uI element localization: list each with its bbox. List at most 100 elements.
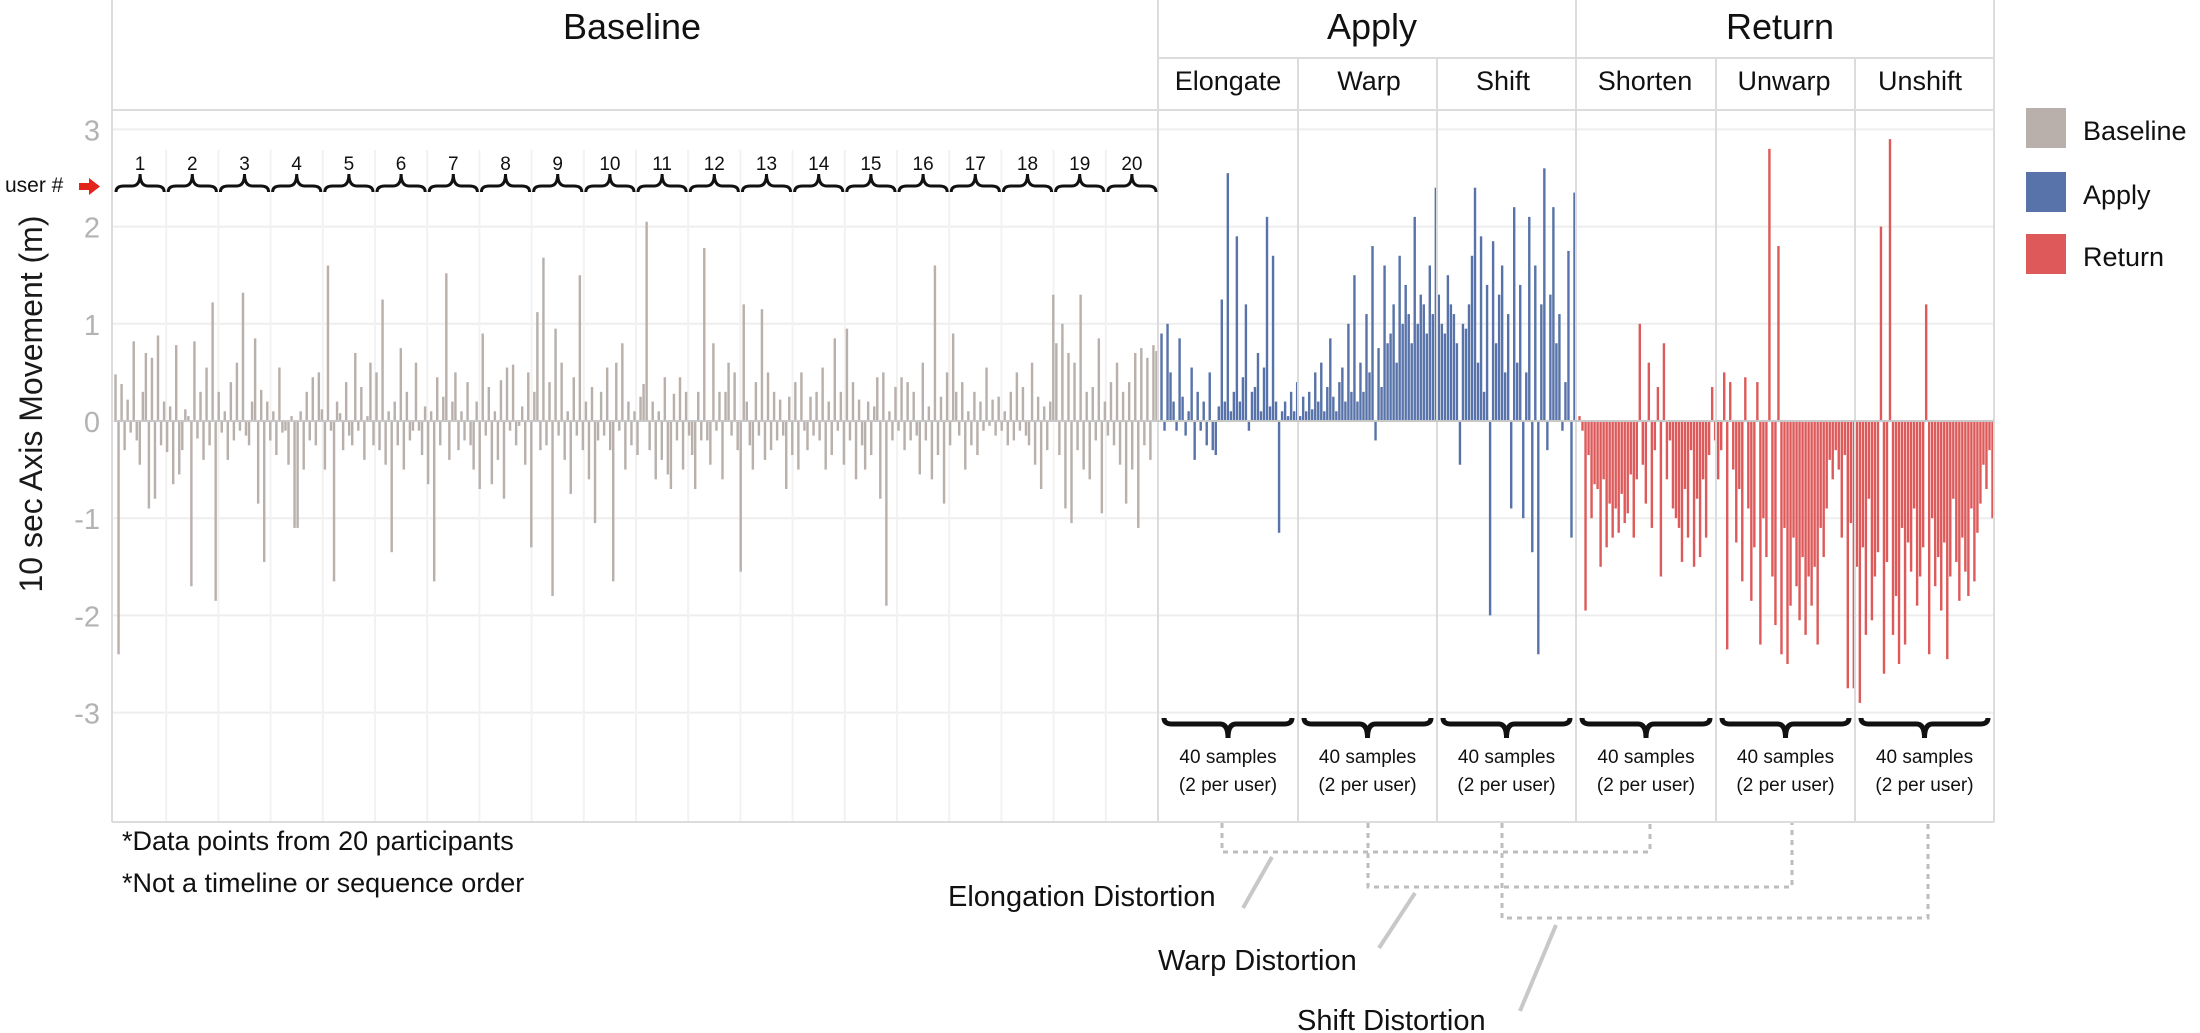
user-bracket xyxy=(271,173,323,193)
bar-baseline xyxy=(1055,343,1058,421)
bar-baseline xyxy=(645,221,648,421)
bar-baseline xyxy=(487,386,491,421)
bar-return xyxy=(1629,421,1632,475)
bar-return xyxy=(1807,421,1810,577)
bar-baseline xyxy=(332,421,336,582)
bar-baseline xyxy=(608,421,612,451)
bar-apply xyxy=(1368,372,1371,421)
bar-baseline xyxy=(1134,352,1137,421)
bar-apply xyxy=(1190,367,1193,421)
bar-baseline xyxy=(697,391,700,421)
sample-bracket xyxy=(1301,717,1434,739)
bar-return xyxy=(1924,304,1928,421)
sample-bracket xyxy=(1858,717,1991,739)
bar-baseline xyxy=(408,421,412,441)
bar-baseline xyxy=(566,411,569,421)
bar-baseline xyxy=(1003,411,1006,421)
bar-return xyxy=(1614,421,1617,509)
bar-apply xyxy=(1488,421,1492,616)
bar-return xyxy=(1921,421,1925,548)
bar-return xyxy=(1837,421,1840,470)
bar-baseline xyxy=(833,338,836,421)
user-label: 3 xyxy=(239,154,250,175)
bar-baseline xyxy=(117,421,120,655)
bar-baseline xyxy=(836,421,840,431)
bar-apply xyxy=(1250,391,1254,421)
shift-connector xyxy=(1500,823,1930,920)
bar-return xyxy=(1729,382,1732,421)
bar-baseline xyxy=(690,421,694,456)
bar-baseline xyxy=(581,421,585,451)
bar-apply xyxy=(1338,382,1341,421)
bar-baseline xyxy=(730,421,733,436)
bar-baseline xyxy=(967,411,970,421)
bar-baseline xyxy=(958,421,961,436)
bar-baseline xyxy=(460,411,463,421)
bar-baseline xyxy=(1085,391,1088,421)
bar-return xyxy=(1937,421,1940,558)
bar-apply xyxy=(1428,265,1431,421)
bar-baseline xyxy=(1030,362,1034,421)
bar-apply xyxy=(1332,396,1335,421)
chart-frame xyxy=(111,0,1995,823)
bar-baseline xyxy=(417,421,421,431)
bar-return xyxy=(1795,421,1798,587)
user-label: 11 xyxy=(652,154,672,175)
bar-baseline xyxy=(132,341,135,421)
bar-apply xyxy=(1265,216,1269,421)
bar-apply xyxy=(1437,294,1441,421)
bar-apply xyxy=(1256,352,1260,421)
bar-apply xyxy=(1458,421,1462,465)
bar-baseline xyxy=(190,421,193,587)
bar-apply xyxy=(1308,391,1311,421)
sample-count-label: 40 samples xyxy=(1597,747,1694,768)
bar-apply xyxy=(1175,421,1178,431)
bar-baseline xyxy=(381,299,384,421)
bar-return xyxy=(1638,323,1641,421)
user-label: 1 xyxy=(135,154,146,175)
bar-baseline xyxy=(827,401,830,421)
bar-baseline xyxy=(939,396,943,421)
bar-apply xyxy=(1528,216,1531,421)
bar-baseline xyxy=(1058,421,1061,456)
bar-return xyxy=(1647,362,1651,421)
bar-return xyxy=(1946,421,1949,660)
bar-baseline xyxy=(202,421,205,460)
legend-swatch-return xyxy=(2026,234,2066,274)
user-bracket xyxy=(114,173,166,193)
bar-return xyxy=(1668,421,1672,441)
bar-apply xyxy=(1561,421,1564,431)
bar-apply xyxy=(1494,343,1498,421)
bar-baseline xyxy=(675,421,679,441)
bar-baseline xyxy=(539,421,542,451)
bar-baseline xyxy=(912,391,915,421)
bar-baseline xyxy=(642,384,645,421)
bar-return xyxy=(1623,421,1626,524)
bar-apply xyxy=(1214,421,1217,456)
bar-apply xyxy=(1211,421,1214,451)
bar-baseline xyxy=(399,348,403,421)
bar-baseline xyxy=(590,386,594,421)
bar-baseline xyxy=(335,401,339,421)
bar-baseline xyxy=(351,421,354,446)
bar-baseline xyxy=(1061,323,1064,421)
bar-baseline xyxy=(405,391,409,421)
warp-distortion-label: Warp Distortion xyxy=(1158,945,1357,977)
bar-apply xyxy=(1280,411,1284,421)
bar-return xyxy=(1873,421,1877,577)
bar-baseline xyxy=(363,421,366,460)
bar-baseline xyxy=(727,362,730,421)
bar-baseline xyxy=(936,421,940,456)
bar-baseline xyxy=(311,377,314,421)
bar-baseline xyxy=(1137,421,1140,528)
bar-baseline xyxy=(114,374,117,421)
bar-return xyxy=(1686,421,1690,538)
bar-return xyxy=(1843,421,1846,456)
bar-baseline xyxy=(1024,421,1028,436)
user-label: 2 xyxy=(187,154,198,175)
footnote-order: *Not a timeline or sequence order xyxy=(122,868,524,898)
bar-baseline xyxy=(514,421,518,446)
bar-return xyxy=(1918,421,1922,577)
bar-return xyxy=(1810,421,1813,606)
bar-baseline xyxy=(499,380,503,421)
